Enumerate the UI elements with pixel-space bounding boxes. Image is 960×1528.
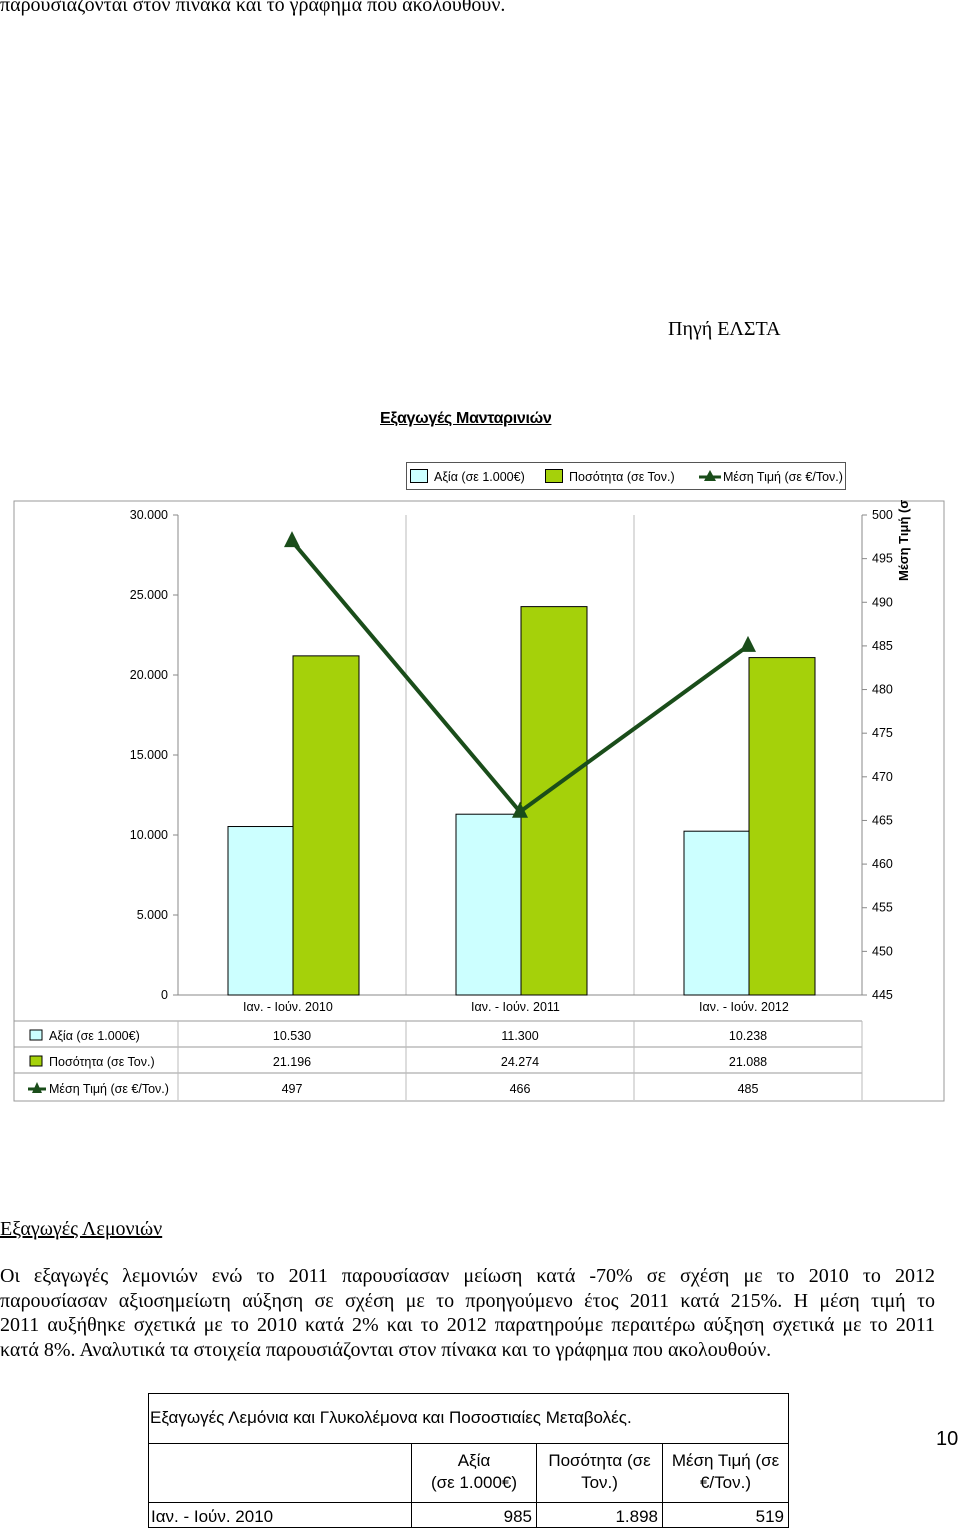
paragraph: Οι εξαγωγές λεμονιών ενώ το 2011 παρουσί… (0, 1264, 935, 1362)
legend-label-quantity: Ποσότητα (σε Τον.) (569, 470, 675, 484)
bar-quantity (520, 606, 588, 996)
data-table-value: 21.196 (273, 1055, 311, 1069)
y-left-tick-label: 30.000 (130, 508, 168, 522)
y-left-tick-label: 15.000 (130, 748, 168, 762)
y-right-tick-label: 465 (872, 813, 893, 827)
data-table-series-name: Μέση Τιμή (σε €/Τον.) (49, 1082, 169, 1096)
legend-item-price: Μέση Τιμή (σε €/Τον.) (699, 469, 843, 484)
page-number: 10 (936, 1428, 959, 1450)
y-left-tick-label: 25.000 (130, 588, 168, 602)
table-header-cell: Αξία (σε 1.000€) (411, 1444, 536, 1502)
x-category-label: Ιαν. - Ιούν. 2011 (471, 1000, 560, 1014)
table-title: Εξαγωγές Λεμόνια και Γλυκολέμονα και Ποσ… (149, 1394, 788, 1444)
lemon-exports-table: Εξαγωγές Λεμόνια και Γλυκολέμονα και Ποσ… (148, 1393, 789, 1528)
legend-swatch-quantity (545, 469, 563, 483)
table-cell: 985 (411, 1503, 536, 1527)
y-left-tick-label: 5.000 (137, 908, 168, 922)
x-category-label: Ιαν. - Ιούν. 2010 (243, 1000, 333, 1014)
y-right-tick-label: 455 (872, 901, 893, 915)
data-table-key (29, 1055, 43, 1067)
data-table-value: 24.274 (501, 1055, 539, 1069)
data-table-value: 466 (510, 1082, 531, 1096)
data-table-value: 485 (738, 1082, 759, 1096)
y-right-tick-label: 500 (872, 508, 893, 522)
marker-price (512, 801, 528, 818)
y-left-tick-label: 10.000 (130, 828, 168, 842)
bar-quantity (748, 657, 816, 996)
paragraph-line: κατά 8%. Αναλυτικά τα στοιχεία παρουσιάζ… (0, 1338, 772, 1361)
legend-item-quantity: Ποσότητα (σε Τον.) (545, 469, 675, 484)
paragraph-line: 2011 αυξήθηκε σχετικά με το 2010 κατά 2%… (0, 1314, 935, 1336)
marker-price (284, 531, 300, 548)
chart-frame (13, 500, 945, 1102)
top-text-line: παρουσιάζονται στον πίνακα και το γράφημ… (0, 0, 506, 16)
chart-svg: 0 5.000 10.000 15.000 20.000 25.000 30.000 445 4… (13, 500, 945, 1102)
y-right-tick-label: 450 (872, 944, 893, 958)
table-header-cell (149, 1444, 411, 1502)
legend-label-value: Αξία (σε 1.000€) (434, 470, 525, 484)
bar-value (683, 830, 751, 996)
data-table-series-name: Ποσότητα (σε Τον.) (49, 1055, 155, 1069)
paragraph-line: Οι εξαγωγές λεμονιών ενώ το 2011 παρουσί… (0, 1265, 935, 1287)
data-table-value: 11.300 (501, 1029, 538, 1043)
bar-quantity (292, 655, 360, 996)
table-cell: Ιαν. - Ιούν. 2010 (151, 1507, 274, 1526)
table-cell: 519 (662, 1503, 788, 1527)
data-table-value: 10.238 (729, 1029, 767, 1043)
x-category-label: Ιαν. - Ιούν. 2012 (699, 1000, 789, 1014)
section-title: Εξαγωγές Λεμονιών (0, 1218, 163, 1240)
line-price (290, 539, 750, 815)
y-right-tick-label: 445 (872, 988, 893, 1002)
bar-value (455, 813, 523, 996)
data-table-series-name: Αξία (σε 1.000€) (49, 1029, 140, 1043)
y-left-tick-label: 20.000 (130, 668, 168, 682)
data-table-value: 21.088 (729, 1055, 767, 1069)
data-table-key (29, 1029, 43, 1041)
source-note: Πηγή ΕΛΣΤΑ (668, 318, 781, 340)
y-left-tick-label: 0 (161, 988, 168, 1002)
table-header-cell: Μέση Τιμή (σε €/Τον.) (662, 1444, 788, 1502)
table-cell: 1.898 (536, 1503, 662, 1527)
legend-swatch-value (410, 469, 428, 483)
paragraph-line: παρουσίασαν αξιοσημείωτη αύξηση σε σχέση… (0, 1289, 935, 1312)
data-table-value: 10.530 (273, 1029, 311, 1043)
bar-value (227, 826, 295, 996)
y-right-tick-label: 460 (872, 857, 893, 871)
y-right-tick-label: 475 (872, 726, 893, 740)
chart-legend: Αξία (σε 1.000€) Ποσότητα (σε Τον.) Μέση… (406, 462, 846, 490)
legend-marker-price (699, 470, 721, 481)
y-right-tick-label: 470 (872, 770, 893, 784)
y-right-tick-label: 480 (872, 683, 893, 697)
chart-title: Εξαγωγές Μανταρινιών (380, 410, 552, 427)
y-right-tick-label: 495 (872, 552, 893, 566)
marker-price (740, 635, 756, 652)
legend-label-price: Μέση Τιμή (σε €/Τον.) (723, 470, 843, 484)
data-table-value: 497 (282, 1082, 303, 1096)
table-header-cell: Ποσότητα (σε Τον.) (536, 1444, 662, 1502)
y-right-tick-label: 490 (872, 595, 893, 609)
data-table-key (32, 1082, 42, 1093)
table-row: Ιαν. - Ιούν. 2010 985 1.898 519 (149, 1503, 788, 1528)
legend-item-value: Αξία (σε 1.000€) (410, 469, 525, 484)
y-right-tick-label: 485 (872, 639, 893, 653)
table-header-row: Αξία (σε 1.000€) Ποσότητα (σε Τον.) Μέση… (149, 1444, 788, 1503)
y-right-axis-title: Μέση Τιμή (σε €/Τον.) (896, 500, 911, 581)
